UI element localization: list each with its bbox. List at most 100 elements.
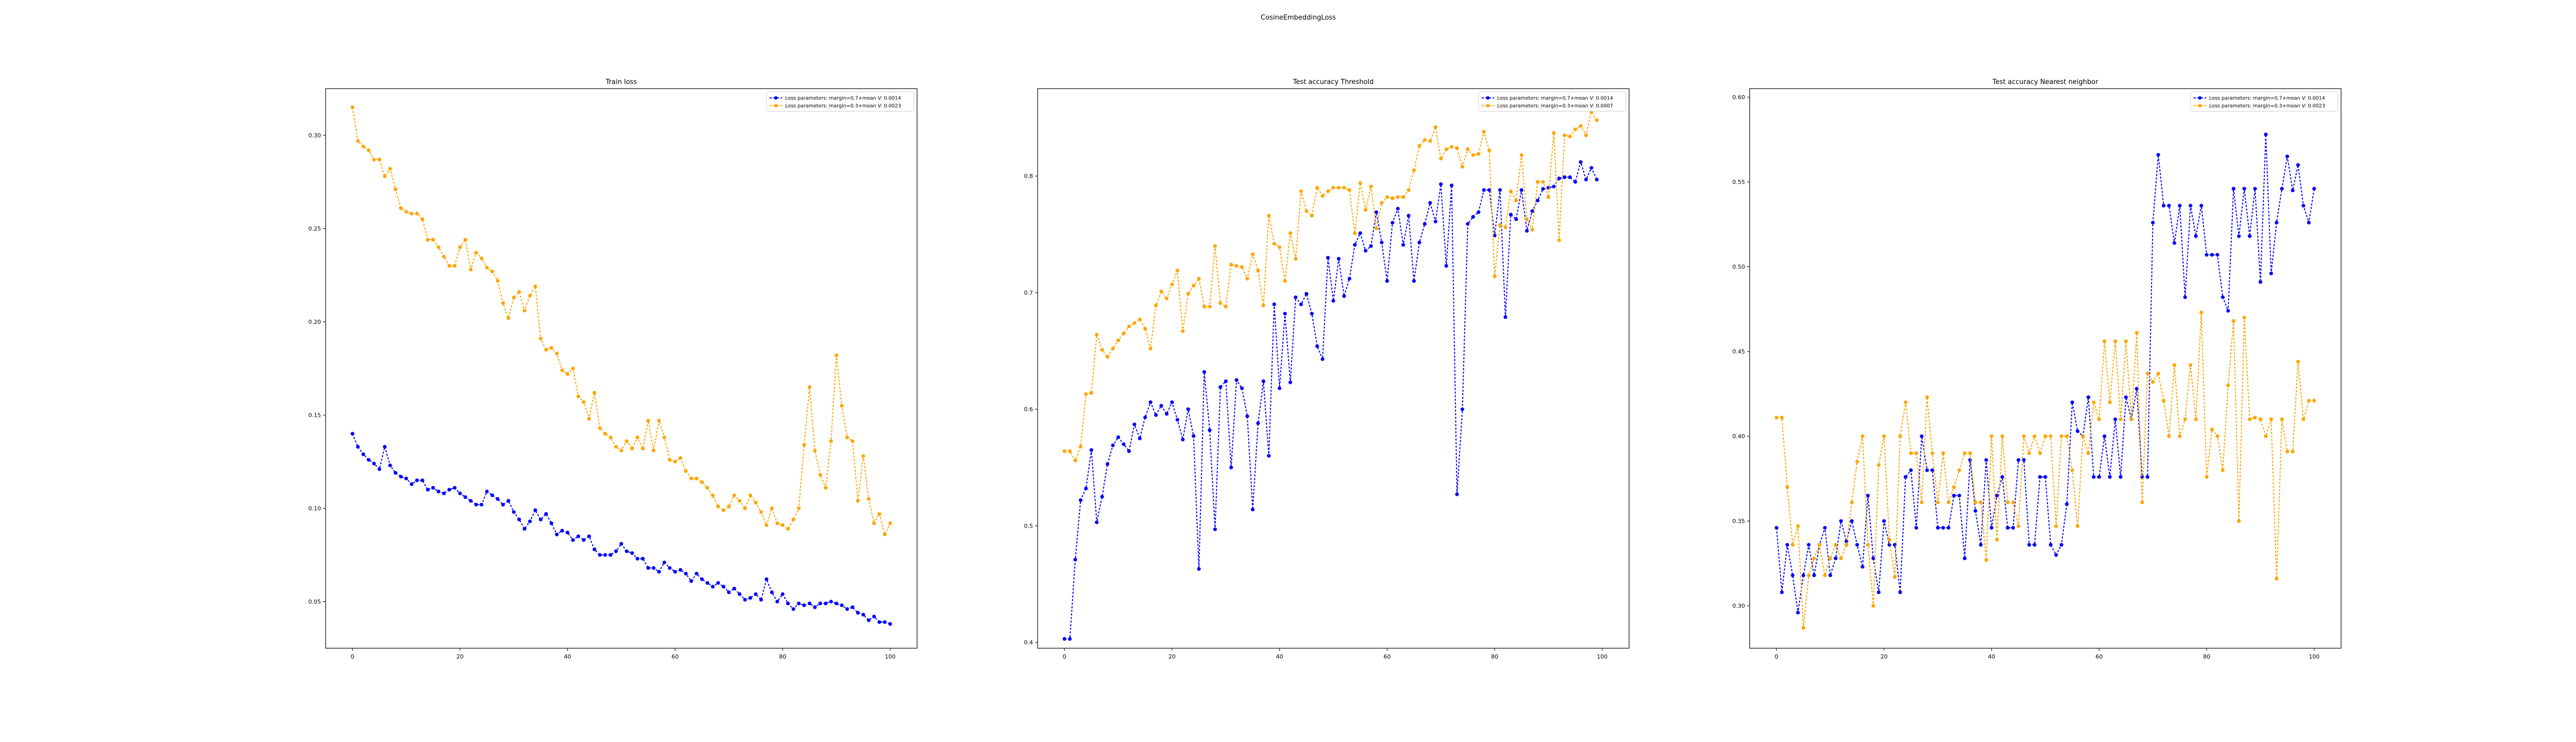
data-point [662, 435, 667, 440]
data-point [710, 493, 715, 497]
data-point [1181, 329, 1185, 333]
data-point [522, 527, 527, 531]
data-point [1304, 292, 1309, 296]
data-point [1433, 125, 1437, 129]
data-point [716, 581, 720, 585]
data-point [1369, 184, 1373, 189]
data-point [1893, 575, 1897, 579]
data-point [1774, 415, 1778, 420]
data-point [2264, 434, 2268, 439]
data-point [2253, 415, 2257, 420]
data-point [598, 426, 602, 430]
data-point [1503, 315, 1507, 319]
data-point [802, 603, 806, 608]
data-point [1866, 494, 1870, 498]
data-point [1267, 454, 1271, 458]
data-point [673, 570, 677, 574]
data-point [1380, 201, 1384, 205]
data-point [2172, 241, 2177, 245]
data-point [1068, 637, 1072, 641]
data-point [1801, 573, 1805, 578]
axes-frame [1037, 88, 1630, 649]
data-point [630, 447, 634, 451]
data-point [1132, 423, 1137, 427]
data-point [1498, 188, 1502, 192]
data-point [2048, 434, 2053, 439]
data-point [399, 206, 403, 210]
data-point [2199, 310, 2204, 315]
data-point [2000, 475, 2005, 479]
data-point [1957, 494, 1961, 498]
data-point [1466, 222, 1470, 226]
data-point [796, 601, 801, 605]
data-point [1525, 229, 1529, 233]
data-point [1213, 527, 1217, 531]
data-point [549, 521, 553, 526]
data-point [2059, 434, 2063, 439]
data-point [1995, 494, 1999, 498]
data-point [2253, 187, 2257, 191]
data-point [851, 439, 855, 443]
data-point [1984, 558, 1988, 562]
data-point [824, 486, 828, 490]
data-point [2119, 475, 2123, 479]
data-point [490, 269, 495, 274]
data-point [1968, 458, 1972, 462]
data-point [2032, 434, 2037, 439]
data-point [1471, 215, 1475, 219]
series-line [1064, 110, 1598, 462]
data-point [1148, 400, 1153, 404]
data-point [2296, 360, 2300, 364]
data-point [1785, 543, 1789, 547]
data-point [1941, 526, 1945, 530]
data-point [496, 279, 500, 283]
data-point [1315, 185, 1319, 190]
data-point [2307, 398, 2311, 403]
data-point [1860, 565, 1865, 569]
data-point [452, 264, 457, 268]
data-point [1444, 264, 1448, 268]
data-point [2156, 153, 2160, 157]
data-point [1374, 210, 1379, 214]
data-point [748, 493, 753, 497]
data-point [2108, 475, 2112, 479]
data-point [732, 493, 736, 497]
data-point [410, 482, 414, 486]
y-tick-label: 0.7 [1024, 290, 1033, 296]
x-tick-label: 80 [1491, 653, 1498, 660]
data-point [1860, 434, 1865, 439]
legend-marker [774, 96, 778, 100]
data-point [818, 473, 822, 477]
data-point [2151, 380, 2155, 384]
data-point [1116, 339, 1121, 343]
data-point [1898, 434, 1902, 439]
data-point [883, 620, 887, 624]
data-point [2006, 500, 2010, 504]
data-point [1914, 526, 1919, 530]
data-point [2022, 434, 2026, 439]
x-tick-label: 40 [1988, 653, 1995, 660]
axes-frame [325, 88, 918, 649]
data-point [366, 148, 371, 153]
data-point [781, 592, 785, 596]
series-orange [1062, 110, 1599, 463]
data-point [415, 478, 419, 482]
data-point [1181, 437, 1185, 442]
data-point [2016, 524, 2021, 528]
data-point [2070, 468, 2074, 473]
data-point [1450, 183, 1454, 188]
data-point [2178, 204, 2182, 208]
data-point [2210, 252, 2214, 257]
data-point [1342, 294, 1346, 298]
data-point [614, 549, 618, 553]
data-point [1288, 231, 1293, 235]
data-point [1466, 147, 1470, 151]
data-point [566, 531, 570, 535]
data-point [614, 445, 618, 449]
data-point [2167, 434, 2171, 439]
data-point [2027, 543, 2031, 547]
data-point [646, 566, 650, 570]
data-point [1844, 543, 1849, 547]
data-point [834, 601, 839, 605]
data-point [1855, 543, 1859, 547]
